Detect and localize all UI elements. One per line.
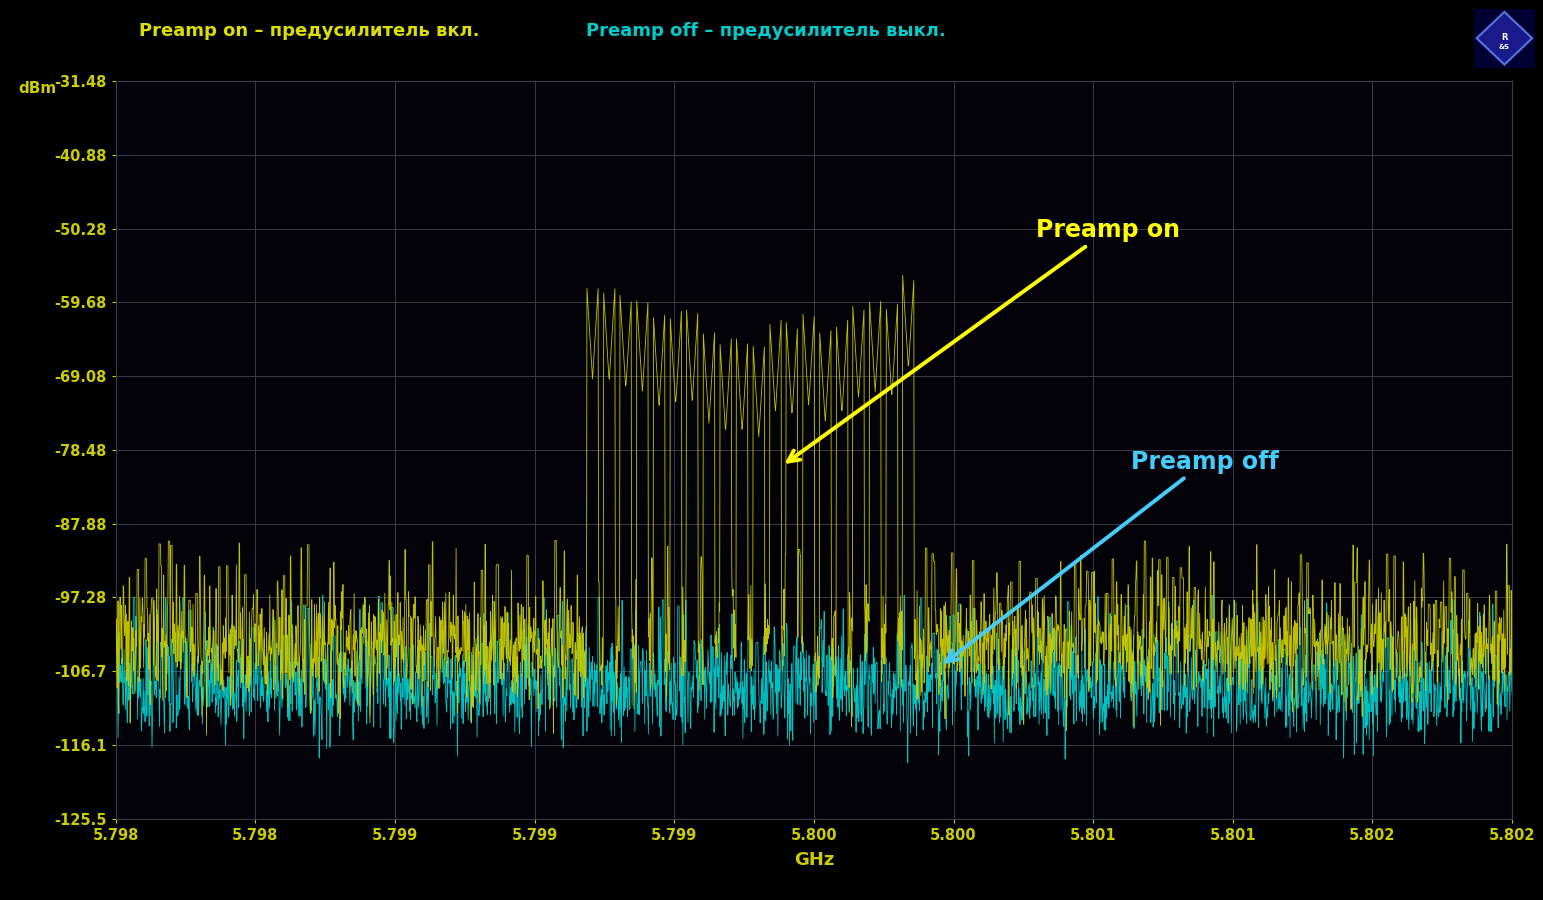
Text: Preamp on: Preamp on [788, 219, 1180, 462]
Polygon shape [1477, 12, 1532, 65]
Text: dBm: dBm [19, 81, 57, 96]
Text: R: R [1501, 32, 1508, 41]
Text: Preamp off – предусилитель выкл.: Preamp off – предусилитель выкл. [586, 22, 946, 40]
Text: &S: &S [1498, 44, 1511, 50]
Text: Preamp off: Preamp off [946, 450, 1279, 662]
X-axis label: GHz: GHz [793, 851, 835, 869]
Text: Preamp on – предусилитель вкл.: Preamp on – предусилитель вкл. [139, 22, 480, 40]
